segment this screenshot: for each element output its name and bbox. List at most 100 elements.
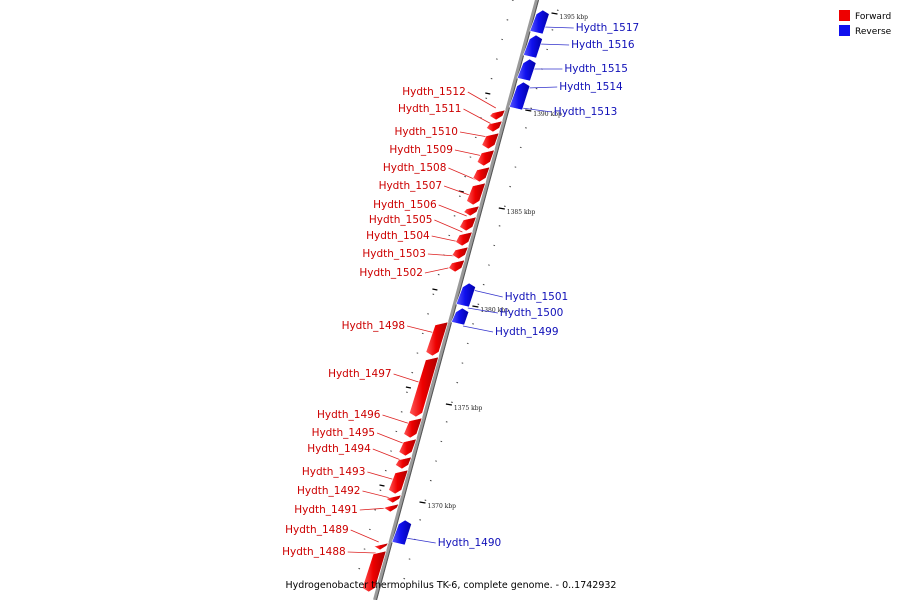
- gene-block-forward: [409, 356, 440, 418]
- axis-major-tick: [498, 207, 505, 210]
- axis-tick-label: 1370 kbp: [428, 503, 457, 510]
- axis-minor-tick: [498, 225, 501, 227]
- gene-label-reverse: Hydth_1513: [554, 106, 618, 118]
- axis-minor-tick: [546, 48, 549, 51]
- axis-minor-tick: [485, 97, 488, 99]
- leader-line-forward: [434, 219, 463, 233]
- axis-minor-tick: [456, 381, 459, 384]
- gene-label-reverse: Hydth_1516: [571, 39, 635, 51]
- leader-lines: [347, 26, 574, 554]
- axis-minor-tick: [458, 195, 461, 197]
- gene-label-forward: Hydth_1510: [394, 126, 458, 138]
- gene-label-forward: Hydth_1495: [312, 427, 376, 439]
- axis-minor-tick: [363, 548, 366, 550]
- gene-block-forward: [481, 132, 500, 150]
- gene-block-forward: [394, 456, 413, 470]
- leader-line-reverse: [539, 43, 570, 46]
- axis-minor-tick: [432, 293, 435, 295]
- axis-minor-tick: [429, 479, 432, 482]
- gene-block-forward: [485, 120, 503, 133]
- gene-label-forward: Hydth_1494: [307, 443, 371, 455]
- leader-line-reverse: [472, 289, 503, 298]
- gene-labels: Hydth_1512 Hydth_1511 Hydth_1510 Hydth_1509…: [282, 22, 639, 558]
- gene-label-reverse: Hydth_1514: [559, 81, 623, 93]
- gene-label-forward: Hydth_1502: [359, 267, 423, 279]
- leader-line-reverse: [521, 107, 552, 113]
- gene-block-forward: [385, 494, 402, 504]
- gene-block-forward: [388, 469, 409, 495]
- gene-block-forward: [361, 550, 387, 593]
- gene-label-forward: Hydth_1505: [369, 214, 433, 226]
- leader-line-forward: [362, 490, 391, 499]
- axis-minor-tick: [445, 421, 448, 423]
- axis-minor-tick: [535, 87, 538, 90]
- legend: Forward Reverse: [839, 10, 892, 37]
- axis-minor-tick: [437, 273, 440, 276]
- axis-minor-tick: [440, 440, 443, 443]
- axis-minor-tick: [448, 234, 451, 237]
- axis-minor-tick: [368, 528, 371, 531]
- axis-minor-tick: [419, 519, 422, 521]
- leader-line-forward: [359, 507, 388, 511]
- gene-label-forward: Hydth_1509: [389, 144, 453, 156]
- gene-block-reverse: [455, 282, 476, 308]
- axis-minor-tick: [384, 469, 387, 472]
- axis-minor-tick: [408, 558, 411, 560]
- gene-block-forward: [466, 182, 487, 206]
- axis-minor-tick: [509, 185, 512, 188]
- gene-label-forward: Hydth_1507: [379, 180, 443, 192]
- leader-line-reverse: [467, 307, 498, 314]
- axis-minor-tick: [493, 244, 496, 247]
- gene-block-forward: [448, 259, 466, 273]
- gene-label-forward: Hydth_1506: [373, 199, 437, 211]
- gene-label-forward: Hydth_1497: [328, 368, 392, 380]
- axis-minor-tick: [424, 499, 427, 501]
- axis-minor-tick: [530, 107, 533, 109]
- axis-tick-label: 1390 kbp: [533, 111, 562, 118]
- gene-label-forward: Hydth_1488: [282, 546, 346, 558]
- leader-line-reverse: [543, 26, 574, 29]
- legend-swatch-reverse: [839, 25, 850, 36]
- leader-line-forward: [459, 131, 489, 138]
- axis-minor-tick: [488, 264, 490, 266]
- axis-minor-tick: [474, 136, 477, 139]
- axis-minor-tick: [451, 401, 453, 403]
- gene-label-reverse: Hydth_1517: [576, 22, 640, 34]
- axis-minor-tick: [495, 58, 498, 60]
- gene-block-forward: [451, 246, 469, 260]
- axis-tick-label: 1380 kbp: [480, 307, 509, 314]
- axis-minor-tick: [519, 146, 522, 149]
- axis-minor-tick: [511, 0, 514, 1]
- axis-minor-tick: [503, 205, 506, 207]
- axis-minor-tick: [525, 127, 527, 129]
- leader-line-forward: [431, 235, 460, 243]
- gene-label-reverse: Hydth_1501: [505, 291, 569, 303]
- axis-minor-tick: [506, 19, 509, 21]
- gene-block-forward: [459, 216, 477, 232]
- map-caption: Hydrogenobacter thermophilus TK-6, compl…: [286, 580, 617, 591]
- axis-minor-tick: [400, 411, 403, 413]
- axis-minor-tick: [395, 430, 398, 433]
- leader-line-forward: [424, 266, 453, 274]
- axis-minor-tick: [490, 77, 493, 80]
- axis-minor-tick: [477, 303, 480, 305]
- axis-major-tick: [551, 12, 558, 15]
- axis-tick-label: 1375 kbp: [454, 405, 483, 412]
- axis-minor-tick: [472, 323, 474, 325]
- gene-block-forward: [383, 503, 400, 513]
- gene-block-forward: [472, 166, 491, 183]
- axis-major-tick: [525, 109, 532, 112]
- axis-minor-tick: [464, 175, 467, 178]
- minor-ticks: [358, 0, 559, 580]
- gene-label-forward: Hydth_1504: [366, 230, 430, 242]
- gene-label-forward: Hydth_1498: [342, 320, 406, 332]
- gene-block-forward: [489, 109, 506, 121]
- gene-label-forward: Hydth_1491: [294, 504, 358, 516]
- axis-minor-tick: [461, 362, 464, 364]
- legend-swatch-forward: [839, 10, 850, 21]
- gene-block-reverse: [450, 307, 470, 326]
- axis-minor-tick: [403, 577, 406, 580]
- leader-line-forward: [393, 373, 422, 384]
- leader-line-forward: [467, 91, 496, 109]
- gene-block-forward: [425, 321, 449, 357]
